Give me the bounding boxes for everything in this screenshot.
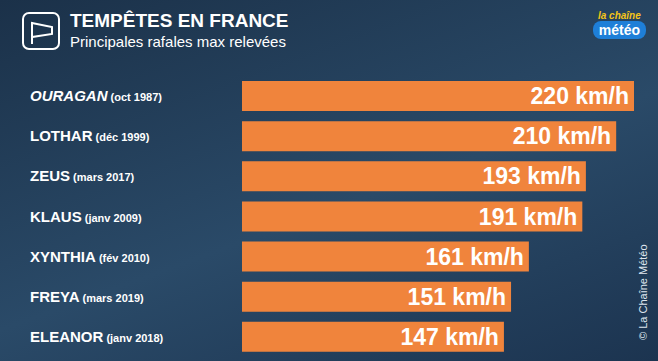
- svg-text:LOTHAR (déc 1999): LOTHAR (déc 1999): [30, 127, 150, 144]
- svg-text:147 km/h: 147 km/h: [400, 324, 498, 350]
- svg-text:191 km/h: 191 km/h: [479, 204, 577, 230]
- html-text:TEMPÊTES EN FRANCE: TEMPÊTES EN FRANCE: [70, 10, 289, 31]
- svg-text:193 km/h: 193 km/h: [482, 163, 580, 189]
- svg-text:KLAUS (janv 2009): KLAUS (janv 2009): [30, 208, 142, 225]
- svg-text:XYNTHIA (fév 2010): XYNTHIA (fév 2010): [30, 248, 150, 265]
- html-text:© La Chaîne Météo: © La Chaîne Météo: [637, 244, 649, 340]
- svg-text:220 km/h: 220 km/h: [531, 83, 629, 109]
- html-text:météo: météo: [598, 22, 640, 38]
- html-text:la chaîne: la chaîne: [598, 10, 641, 21]
- svg-text:151 km/h: 151 km/h: [408, 284, 506, 310]
- svg-text:ZEUS (mars 2017): ZEUS (mars 2017): [30, 167, 135, 184]
- svg-text:210 km/h: 210 km/h: [513, 123, 611, 149]
- html-text:Principales rafales max relevé: Principales rafales max relevées: [70, 33, 286, 50]
- svg-text:161 km/h: 161 km/h: [425, 244, 523, 270]
- svg-text:FREYA (mars 2019): FREYA (mars 2019): [30, 288, 144, 305]
- svg-text:ELEANOR (janv 2018): ELEANOR (janv 2018): [30, 328, 164, 345]
- svg-text:OURAGAN (oct 1987): OURAGAN (oct 1987): [30, 87, 162, 104]
